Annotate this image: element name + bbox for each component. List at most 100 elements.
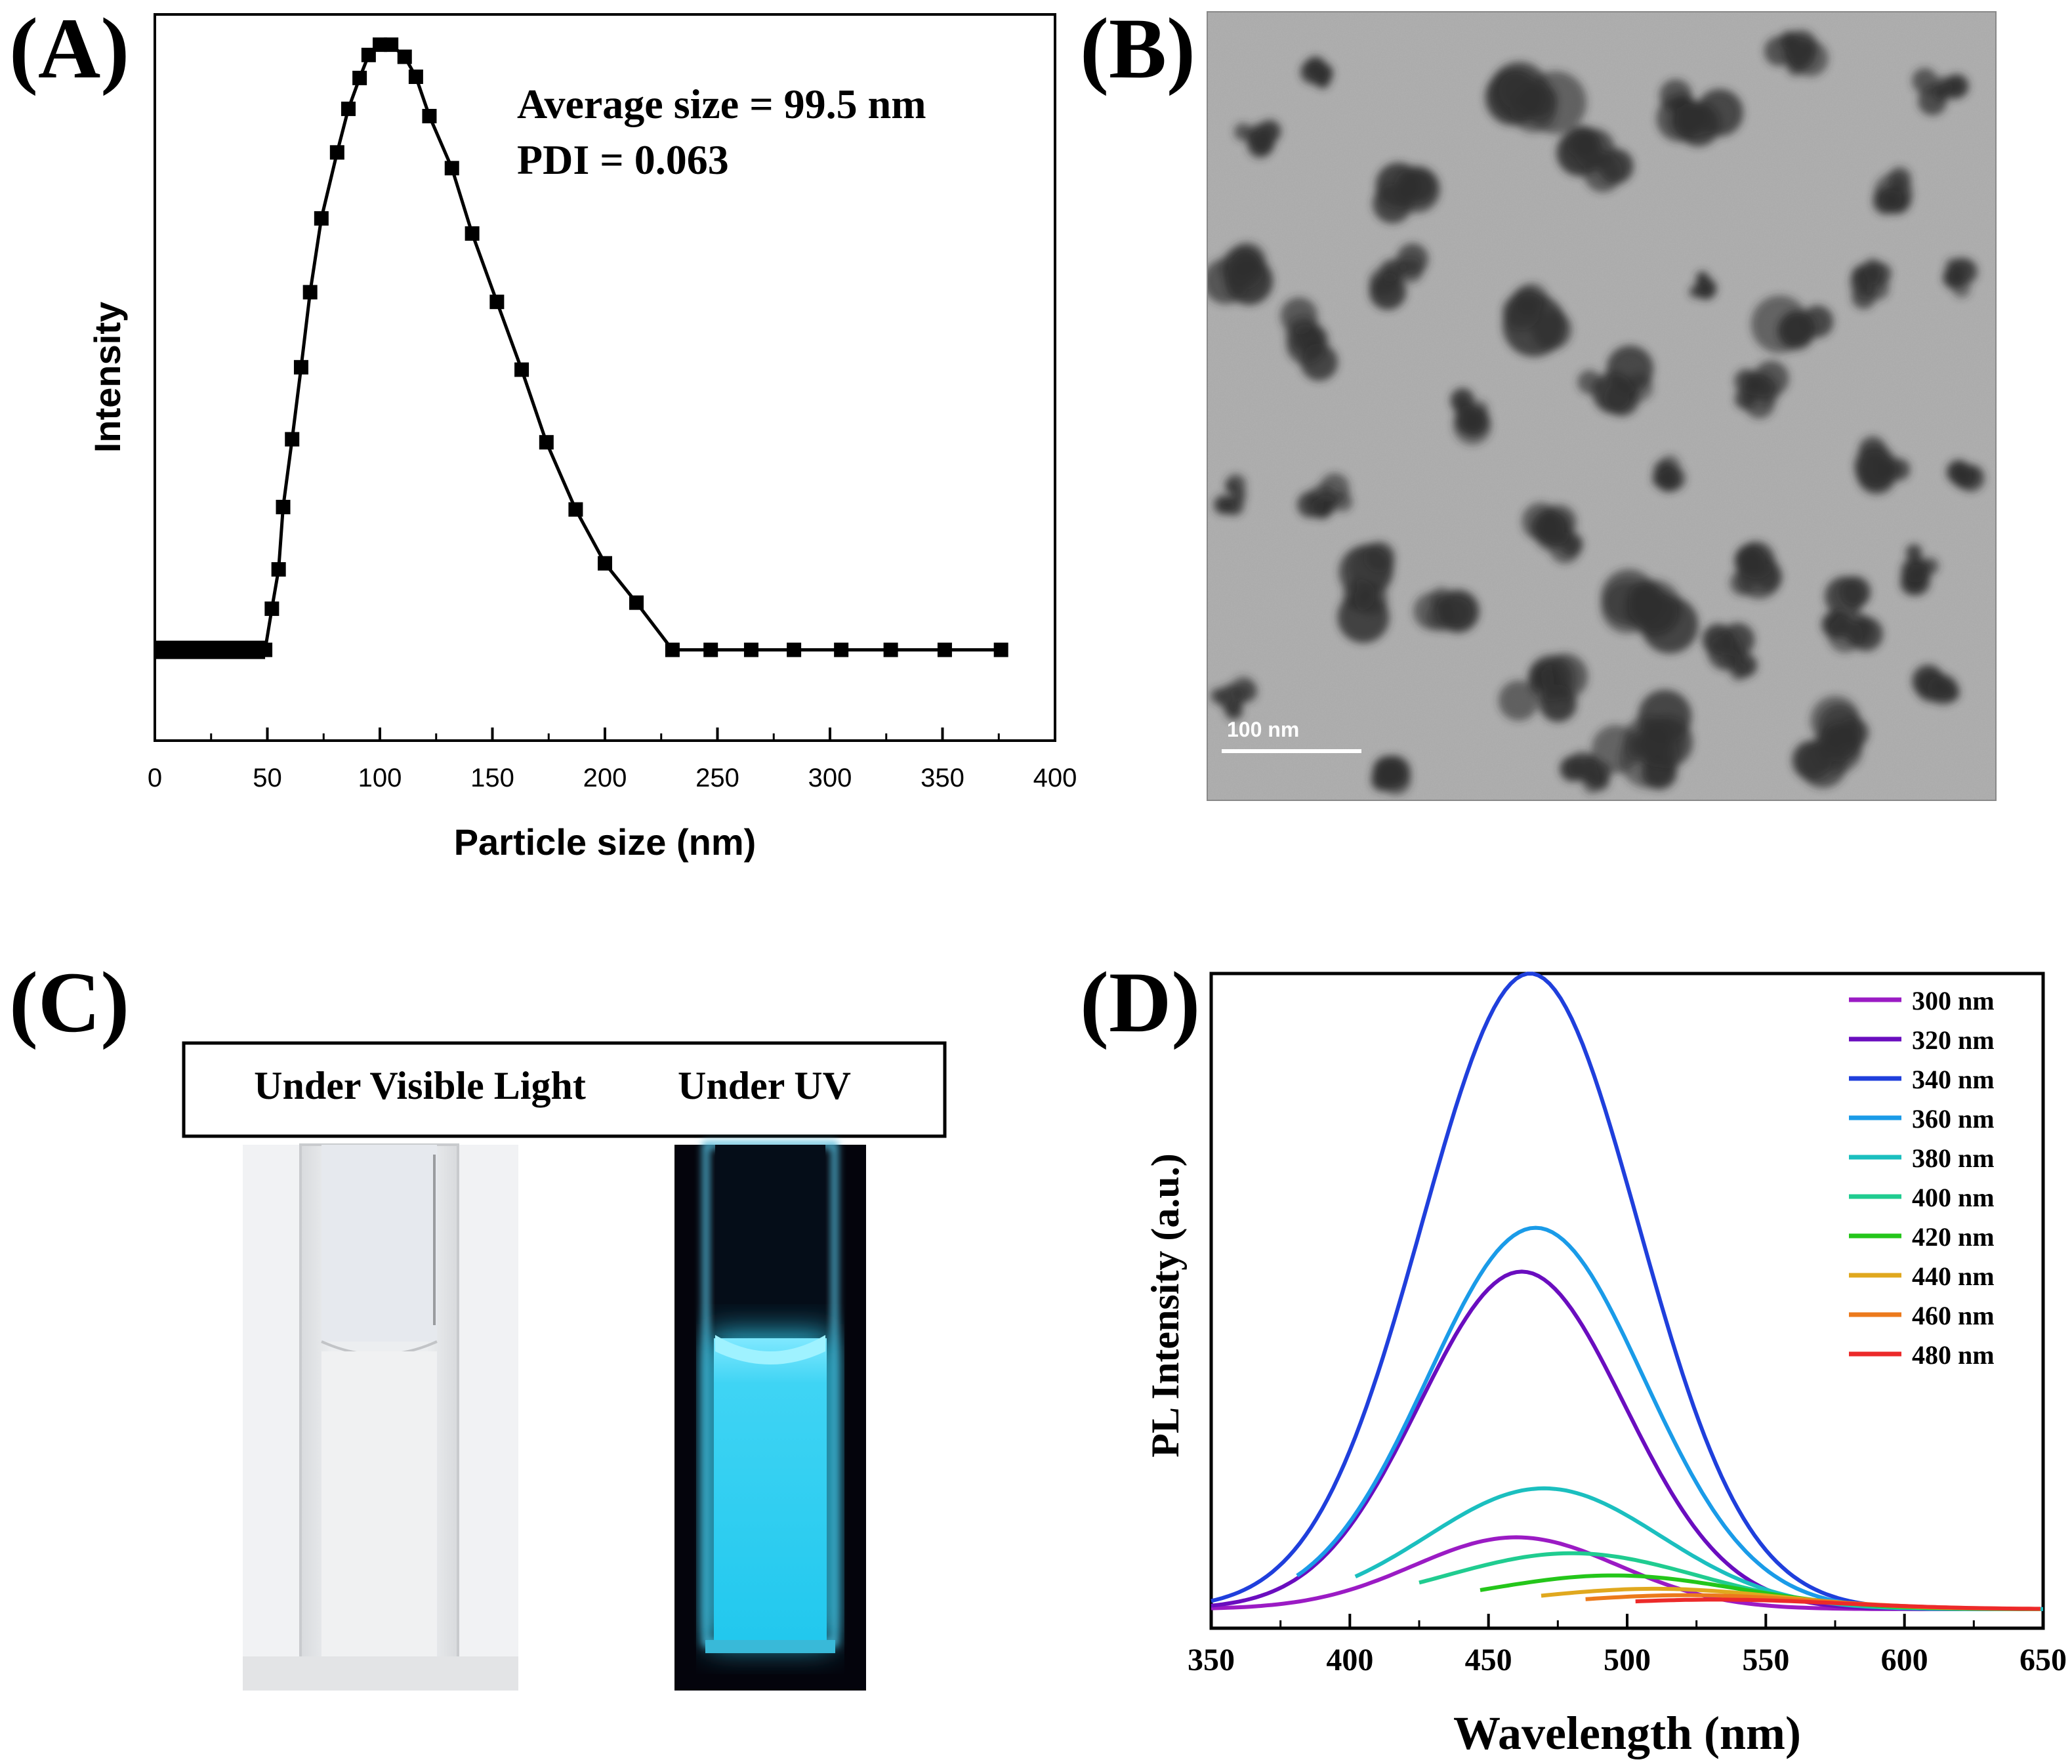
visible-light-label: Under Visible Light — [254, 1064, 586, 1107]
dls-point — [264, 601, 280, 616]
tem-particle — [1398, 174, 1422, 199]
tem-particle — [1354, 582, 1388, 615]
panel-d-y-axis-title: PL Intensity (a.u.) — [1144, 1153, 1187, 1457]
tem-particle — [1319, 473, 1350, 503]
legend-entry: 300 nm — [1912, 986, 1995, 1015]
tem-particle — [1659, 455, 1680, 476]
cuvette-under-uv — [674, 1141, 866, 1691]
tem-particle — [1413, 592, 1451, 630]
tem-particle — [1527, 655, 1575, 701]
legend-entry: 320 nm — [1912, 1025, 1995, 1055]
tem-particle — [1531, 310, 1572, 350]
tem-particle — [1363, 541, 1395, 573]
panel-d: (D) 350 400 450 500 550 600 650 300 nm 320 nm 34… — [1080, 954, 2067, 1759]
panel-a-x-tick-label: 400 — [1033, 764, 1077, 792]
legend-entry: 460 nm — [1912, 1301, 1995, 1330]
dls-point — [408, 70, 423, 85]
panel-a: (A) 0 50 100 150 200 250 300 350 400 Average siz… — [9, 0, 1077, 863]
panel-d-plot-area — [1211, 972, 2043, 1611]
tem-particle — [1207, 258, 1249, 304]
tem-particle — [1734, 546, 1766, 577]
tem-particle — [1887, 190, 1909, 213]
dls-point — [444, 161, 459, 176]
tem-particle — [1951, 258, 1978, 285]
dls-point — [993, 642, 1008, 657]
tem-particle — [1523, 71, 1587, 134]
tem-particle — [1381, 764, 1401, 784]
panel-a-x-tick-label: 300 — [808, 764, 852, 792]
tem-image — [1207, 12, 1996, 800]
dls-point — [293, 359, 308, 375]
legend-entry: 360 nm — [1912, 1104, 1995, 1134]
tem-particle — [1246, 123, 1276, 153]
panel-a-x-tick-label: 50 — [253, 764, 282, 792]
tem-particle — [1223, 495, 1244, 516]
dls-point — [361, 47, 376, 62]
tem-particle — [1857, 455, 1897, 495]
dls-point — [514, 362, 529, 377]
tem-particle — [1905, 544, 1922, 561]
tem-particle — [1522, 503, 1560, 541]
panel-d-x-tick-label: 600 — [1881, 1643, 1928, 1677]
tem-particle — [1280, 297, 1318, 335]
tem-particle — [1810, 695, 1861, 746]
tem-particle — [1777, 312, 1815, 351]
panel-a-x-tick-label: 100 — [358, 764, 402, 792]
tem-particle — [1934, 677, 1956, 699]
panel-c-label: (C) — [9, 954, 129, 1050]
panel-d-x-axis-title: Wavelength (nm) — [1453, 1707, 1801, 1759]
tem-particle — [1912, 68, 1938, 94]
panel-a-y-axis-title: Intensity — [87, 302, 128, 453]
dls-point — [397, 49, 412, 64]
panel-c: (C) Under Visible Light Under UV — [9, 954, 947, 1691]
dls-point — [489, 295, 505, 310]
tem-particle — [1840, 612, 1873, 645]
legend-entry: 340 nm — [1912, 1065, 1995, 1094]
tem-particle — [1863, 258, 1882, 279]
dls-line — [263, 43, 1001, 652]
panel-a-label: (A) — [9, 0, 129, 96]
dls-point — [703, 642, 718, 657]
tem-particle — [1628, 591, 1663, 625]
panel-d-x-tick-label: 350 — [1188, 1643, 1235, 1677]
legend-entry: 420 nm — [1912, 1222, 1995, 1252]
panel-d-x-tick-label: 450 — [1465, 1643, 1512, 1677]
dls-point — [271, 562, 286, 577]
dls-point — [285, 432, 300, 447]
panel-a-x-tick-label: 250 — [695, 764, 739, 792]
tem-particle — [1695, 271, 1709, 285]
panel-d-legend: 300 nm 320 nm 340 nm 360 nm 380 nm 400 nm 420 … — [1849, 986, 1995, 1370]
legend-entry: 380 nm — [1912, 1143, 1995, 1173]
tem-particle — [1865, 276, 1890, 300]
panel-d-x-tick-label: 500 — [1604, 1643, 1651, 1677]
dls-point — [384, 37, 399, 52]
dls-point — [743, 642, 758, 657]
panel-b-label: (B) — [1080, 0, 1195, 96]
tem-particle — [1592, 371, 1634, 413]
dls-point — [834, 642, 849, 657]
cuvette-visible-light — [243, 1143, 518, 1691]
dls-point — [787, 642, 802, 657]
tem-particle — [1652, 472, 1666, 486]
panel-a-x-tick-label: 0 — [148, 764, 162, 792]
tem-particle — [1398, 257, 1424, 283]
tem-particle — [1744, 387, 1775, 419]
scale-bar-label: 100 nm — [1227, 718, 1299, 741]
photo-caption-box — [182, 1041, 947, 1138]
tem-particle — [1695, 89, 1743, 136]
dls-point — [329, 145, 344, 160]
tem-particle — [1224, 701, 1243, 720]
tem-particle — [1560, 756, 1586, 782]
dls-point — [568, 502, 583, 517]
baseline-segment — [155, 640, 266, 659]
dls-point — [598, 556, 612, 571]
tem-particle — [1598, 148, 1634, 184]
tem-particle — [1670, 93, 1695, 118]
tem-particle — [1319, 64, 1333, 77]
tem-particle — [1230, 676, 1256, 703]
pl-curve-480-nm — [1635, 1597, 2041, 1611]
dls-point — [422, 108, 437, 123]
dls-point — [276, 499, 291, 514]
tem-particle — [1559, 532, 1583, 556]
